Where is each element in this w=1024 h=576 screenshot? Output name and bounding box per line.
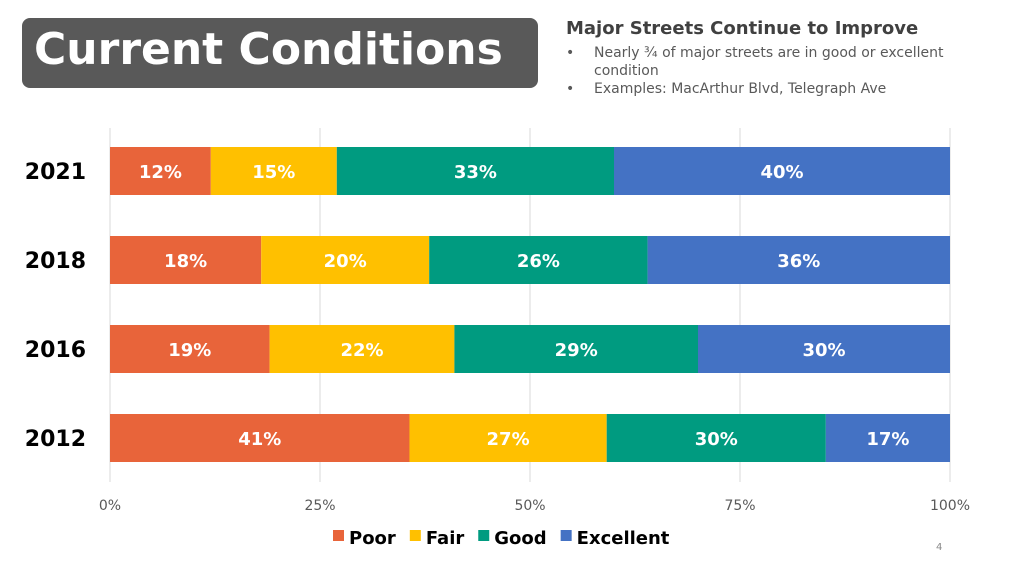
legend-swatch-fair bbox=[409, 530, 421, 541]
bullet-text: Examples: MacArthur Blvd, Telegraph Ave bbox=[594, 81, 887, 97]
bar-segment-fair bbox=[261, 236, 430, 284]
data-label: 22% bbox=[340, 340, 383, 361]
x-tick-label: 25% bbox=[304, 498, 335, 514]
bar-segment-excellent bbox=[698, 325, 950, 373]
data-label: 40% bbox=[760, 162, 803, 183]
legend-label: Poor bbox=[349, 528, 396, 549]
bar-segment-good bbox=[606, 414, 826, 462]
y-category-label: 2012 bbox=[25, 427, 86, 452]
bar-segment-poor bbox=[110, 325, 270, 373]
data-label: 18% bbox=[164, 251, 207, 272]
data-label: 41% bbox=[238, 429, 281, 450]
data-label: 33% bbox=[454, 162, 497, 183]
legend-swatch-good bbox=[478, 530, 490, 541]
data-label: 17% bbox=[866, 429, 909, 450]
data-label: 20% bbox=[324, 251, 367, 272]
legend-swatch-poor bbox=[333, 530, 344, 541]
subheading: Major Streets Continue to Improve bbox=[566, 18, 919, 39]
bar-segment-poor bbox=[110, 414, 410, 462]
bar-segment-fair bbox=[269, 325, 455, 373]
bar-segment-excellent bbox=[614, 147, 950, 195]
data-label: 30% bbox=[802, 340, 845, 361]
legend-label: Good bbox=[494, 528, 546, 549]
bar-segment-excellent bbox=[647, 236, 950, 284]
bar-segment-fair bbox=[409, 414, 607, 462]
x-tick-label: 75% bbox=[724, 498, 755, 514]
data-label: 36% bbox=[777, 251, 820, 272]
bar-segment-poor bbox=[110, 236, 262, 284]
bullet-list: • Nearly ¾ of major streets are in good o… bbox=[566, 44, 986, 98]
bar-segment-good bbox=[336, 147, 614, 195]
x-tick-label: 0% bbox=[99, 498, 121, 514]
slide-title: Current Conditions bbox=[34, 24, 503, 75]
page-number: 4 bbox=[936, 542, 943, 553]
x-tick-label: 50% bbox=[514, 498, 545, 514]
data-label: 19% bbox=[168, 340, 211, 361]
bullet-item: • Nearly ¾ of major streets are in good o… bbox=[566, 44, 986, 80]
y-category-label: 2021 bbox=[25, 160, 86, 185]
bullet-text: Nearly ¾ of major streets are in good or… bbox=[594, 45, 944, 79]
bar-segment-fair bbox=[210, 147, 337, 195]
bullet-item: • Examples: MacArthur Blvd, Telegraph Ave bbox=[566, 81, 887, 97]
title-banner: Current Conditions bbox=[22, 18, 538, 88]
x-tick-label: 100% bbox=[930, 498, 970, 514]
data-label: 29% bbox=[555, 340, 598, 361]
data-label: 30% bbox=[695, 429, 738, 450]
legend-label: Excellent bbox=[577, 528, 670, 549]
legend-swatch-excellent bbox=[560, 530, 572, 541]
legend-label: Fair bbox=[426, 528, 465, 549]
data-label: 15% bbox=[252, 162, 295, 183]
bar-segment-excellent bbox=[825, 414, 950, 462]
y-category-label: 2016 bbox=[25, 338, 86, 363]
data-label: 27% bbox=[487, 429, 530, 450]
y-category-label: 2018 bbox=[25, 249, 86, 274]
data-label: 12% bbox=[139, 162, 182, 183]
data-label: 26% bbox=[517, 251, 560, 272]
bar-segment-good bbox=[454, 325, 698, 373]
bar-segment-poor bbox=[110, 147, 211, 195]
bar-segment-good bbox=[429, 236, 648, 284]
